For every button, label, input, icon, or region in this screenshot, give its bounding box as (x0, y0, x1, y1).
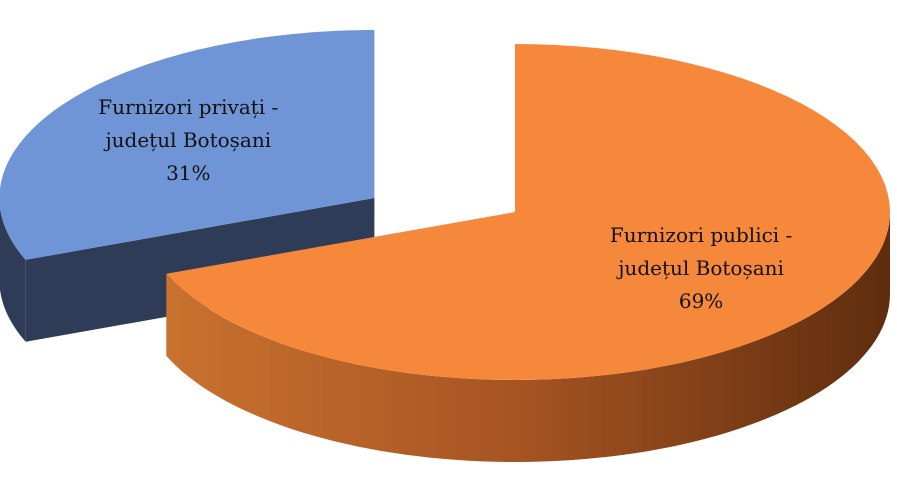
slice-label: Furnizori publici - județul Botoșani 69% (581, 219, 821, 318)
value-label: 69% (678, 288, 724, 313)
slice-side (166, 212, 891, 462)
category-label: Furnizori publici - județul Botoșani (609, 222, 793, 280)
slice (166, 44, 891, 380)
slice (0, 30, 375, 260)
value-label: 31% (166, 161, 211, 186)
slice-label: Furnizori privați - județul Botoșani 31% (68, 91, 308, 190)
slice-side (0, 207, 26, 342)
category-label: Furnizori privați - județul Botoșani (98, 95, 279, 153)
